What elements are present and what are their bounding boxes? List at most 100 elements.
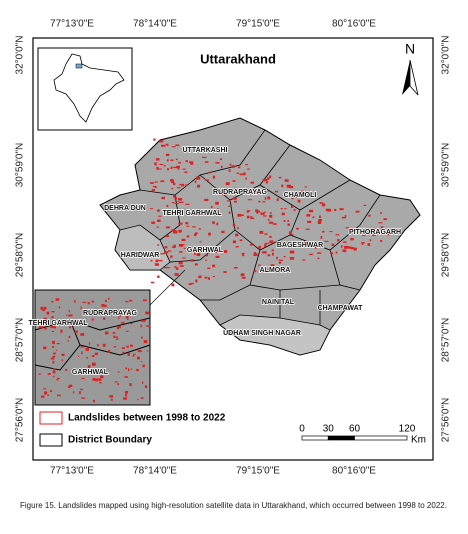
landslide (350, 238, 354, 241)
landslide (52, 368, 56, 371)
landslide (199, 241, 202, 243)
landslide (91, 362, 96, 366)
landslide (78, 370, 83, 372)
landslide (258, 200, 261, 203)
landslide (171, 229, 176, 232)
landslide (384, 231, 388, 234)
landslide (164, 246, 168, 249)
landslide (305, 228, 310, 230)
landslide (240, 214, 244, 216)
landslide (80, 346, 84, 348)
landslide (280, 208, 284, 210)
landslide (46, 311, 50, 315)
lat-label: 29°58'0"N (441, 233, 452, 278)
landslide (268, 221, 274, 224)
zoom-inset (34, 269, 186, 406)
landslide (52, 340, 56, 344)
landslide (143, 319, 146, 322)
landslide (179, 183, 181, 186)
landslide (281, 184, 284, 188)
landslide (66, 314, 69, 316)
landslide (154, 185, 157, 189)
landslide (232, 240, 237, 244)
landslide (335, 251, 338, 254)
landslide (78, 355, 80, 358)
lon-label: 80°16'0"E (332, 466, 376, 477)
landslide (150, 182, 154, 184)
landslide (274, 190, 279, 193)
landslide (47, 394, 50, 396)
legend-label: Landslides between 1998 to 2022 (68, 413, 226, 424)
district-label: GARHWAL (187, 247, 224, 254)
landslide (361, 234, 366, 236)
landslide (197, 252, 200, 256)
landslide (155, 158, 160, 161)
landslide (97, 343, 99, 347)
landslide (318, 218, 322, 222)
landslide (185, 203, 190, 205)
landslide (176, 187, 181, 189)
landslide (67, 339, 69, 342)
district-label: UDHAM SINGH NAGAR (223, 330, 301, 337)
landslide (301, 190, 304, 194)
landslide (317, 257, 320, 260)
landslide (181, 238, 186, 241)
landslide (128, 299, 133, 302)
landslide (151, 221, 156, 224)
landslide (170, 179, 174, 182)
landslide (386, 232, 390, 236)
landslide (109, 395, 113, 398)
landslide (104, 304, 107, 307)
landslide (154, 263, 159, 266)
landslide (173, 166, 178, 169)
landslide (194, 233, 197, 237)
landslide (130, 322, 133, 325)
plains-area (219, 314, 331, 356)
landslide (142, 364, 145, 368)
landslide (319, 215, 321, 218)
landslide (247, 199, 252, 201)
landslide (276, 198, 279, 202)
landslide (68, 310, 70, 313)
lon-label: 79°15'0"E (236, 466, 280, 477)
landslide (69, 326, 72, 329)
landslide (270, 264, 275, 267)
landslide (291, 196, 294, 200)
landslide (43, 388, 47, 390)
landslide (355, 210, 360, 213)
landslide (260, 212, 265, 215)
landslide (232, 197, 237, 200)
landslide (128, 368, 130, 372)
landslide (227, 200, 231, 202)
landslide (313, 241, 316, 243)
landslide (227, 188, 230, 191)
district-label: BAGESHWAR (277, 242, 323, 249)
landslide (258, 245, 261, 249)
landslide (68, 384, 73, 388)
legend: Landslides between 1998 to 2022 District… (39, 411, 226, 447)
landslide (283, 220, 286, 222)
landslide (182, 168, 186, 170)
landslide (240, 173, 243, 176)
landslide (264, 197, 267, 200)
landslide (125, 393, 128, 397)
landslide (234, 200, 237, 203)
lat-label: 27°56'0"N (441, 398, 452, 443)
landslide (263, 211, 266, 213)
landslide (341, 245, 343, 248)
landslide (130, 344, 133, 347)
landslide (157, 275, 160, 278)
landslide (239, 239, 243, 242)
landslide (121, 321, 125, 324)
landslide (343, 250, 346, 253)
landslide (141, 319, 145, 322)
landslide (304, 186, 307, 188)
landslide (174, 203, 179, 205)
landslide (188, 283, 192, 285)
landslide (44, 328, 47, 330)
landslide (158, 215, 162, 217)
caption: Figure 15. Landslides mapped using high-… (20, 501, 447, 510)
landslide (380, 226, 384, 229)
landslide (241, 252, 245, 255)
